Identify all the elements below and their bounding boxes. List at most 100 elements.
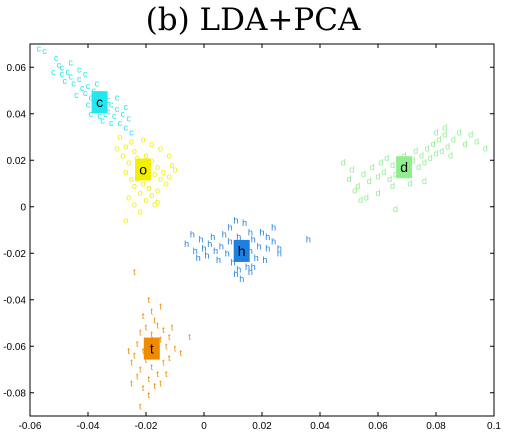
data-point-d: d — [474, 137, 479, 147]
x-tick-label: 0.1 — [487, 421, 501, 432]
data-point-c: c — [109, 118, 114, 128]
data-point-c: c — [100, 116, 105, 126]
data-point-h: h — [233, 216, 238, 226]
data-point-t: t — [145, 323, 148, 333]
data-point-c: c — [68, 72, 73, 82]
data-point-h: h — [257, 241, 262, 251]
data-point-o: o — [135, 153, 140, 163]
data-point-c: c — [83, 88, 88, 98]
data-point-c: c — [68, 58, 73, 68]
data-point-d: d — [410, 155, 415, 165]
data-point-d: d — [352, 185, 357, 195]
y-tick-label: 0 — [20, 202, 26, 213]
data-point-c: c — [103, 109, 108, 119]
data-point-c: c — [92, 86, 97, 96]
data-point-o: o — [132, 199, 137, 209]
data-point-c: c — [42, 46, 47, 56]
data-point-t: t — [168, 353, 171, 363]
data-point-o: o — [155, 162, 160, 172]
data-point-d: d — [393, 204, 398, 214]
data-point-h: h — [277, 248, 282, 258]
data-point-o: o — [155, 185, 160, 195]
data-point-d: d — [422, 158, 427, 168]
data-point-t: t — [145, 355, 148, 365]
data-point-t: t — [142, 383, 145, 393]
data-point-d: d — [416, 162, 421, 172]
data-point-h: h — [248, 246, 253, 256]
data-point-d: d — [367, 176, 372, 186]
data-point-h: h — [219, 241, 224, 251]
data-point-d: d — [349, 165, 354, 175]
data-point-o: o — [155, 197, 160, 207]
data-point-h: h — [204, 251, 209, 261]
data-point-h: h — [196, 253, 201, 263]
data-point-d: d — [468, 130, 473, 140]
data-point-o: o — [132, 181, 137, 191]
data-point-t: t — [153, 381, 156, 391]
data-point-h: h — [248, 227, 253, 237]
data-point-d: d — [341, 158, 346, 168]
data-point-h: h — [216, 255, 221, 265]
data-point-t: t — [151, 362, 154, 372]
data-point-t: t — [162, 358, 165, 368]
data-point-o: o — [126, 192, 131, 202]
data-point-c: c — [106, 106, 111, 116]
data-point-h: h — [230, 258, 235, 268]
data-point-c: c — [123, 123, 128, 133]
data-point-t: t — [151, 330, 154, 340]
data-point-c: c — [97, 111, 102, 121]
data-point-d: d — [364, 192, 369, 202]
data-point-c: c — [63, 76, 68, 86]
centroid-box-o — [135, 158, 152, 181]
data-point-d: d — [462, 139, 467, 149]
data-point-d: d — [355, 181, 360, 191]
data-point-d: d — [361, 169, 366, 179]
data-point-o: o — [172, 165, 177, 175]
centroid-box-c — [91, 91, 108, 114]
data-point-o: o — [138, 188, 143, 198]
data-point-t: t — [168, 332, 171, 342]
data-point-t: t — [159, 302, 162, 312]
data-point-t: t — [148, 390, 151, 400]
data-point-o: o — [123, 216, 128, 226]
data-point-c: c — [89, 92, 94, 102]
data-point-h: h — [245, 262, 250, 272]
data-point-c: c — [60, 69, 65, 79]
data-point-h: h — [201, 244, 206, 254]
data-point-o: o — [149, 190, 154, 200]
data-point-c: c — [115, 92, 120, 102]
data-point-o: o — [120, 151, 125, 161]
x-tick-label: -0.02 — [135, 421, 158, 432]
data-point-c: c — [118, 118, 123, 128]
data-point-d: d — [439, 146, 444, 156]
data-point-o: o — [138, 206, 143, 216]
y-tick-label: 0.06 — [7, 63, 27, 74]
data-point-c: c — [129, 127, 134, 137]
data-point-c: c — [109, 99, 114, 109]
data-point-t: t — [156, 369, 159, 379]
data-point-h: h — [242, 218, 247, 228]
data-point-d: d — [370, 162, 375, 172]
data-point-o: o — [129, 174, 134, 184]
data-point-h: h — [265, 244, 270, 254]
data-point-h: h — [225, 248, 230, 258]
data-point-t: t — [130, 358, 133, 368]
data-point-o: o — [158, 174, 163, 184]
data-point-o: o — [114, 144, 119, 154]
centroid-box-t — [143, 337, 160, 360]
data-point-d: d — [428, 153, 433, 163]
data-point-o: o — [126, 158, 131, 168]
data-point-h: h — [228, 223, 233, 233]
data-point-c: c — [51, 67, 56, 77]
data-point-t: t — [162, 325, 165, 335]
data-point-o: o — [143, 195, 148, 205]
data-point-d: d — [390, 181, 395, 191]
x-axis: -0.06 -0.04 -0.02 0 0.02 0.04 0.06 0.08 0.1 — [19, 44, 501, 432]
data-point-t: t — [148, 374, 151, 384]
x-tick-label: 0.04 — [310, 421, 330, 432]
x-tick-label: 0.08 — [426, 421, 446, 432]
data-point-t: t — [136, 371, 139, 381]
data-point-h: h — [306, 234, 311, 244]
data-point-t: t — [139, 327, 142, 337]
